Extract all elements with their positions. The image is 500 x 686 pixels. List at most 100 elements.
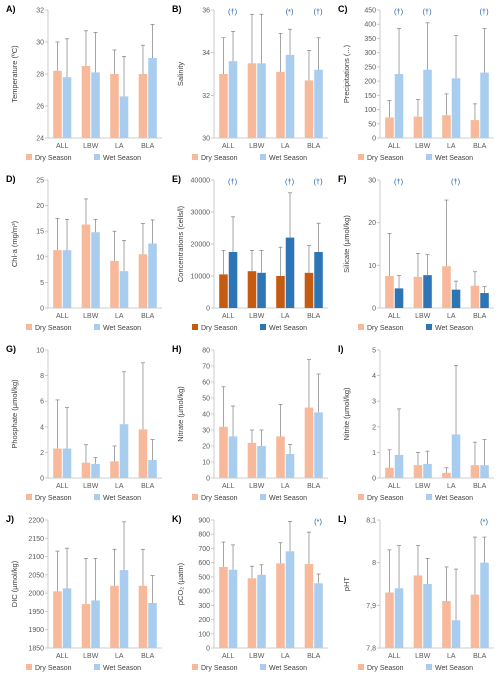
bar-wet-bla [148, 243, 157, 308]
legend-label: Dry Season [35, 325, 72, 332]
legend-label: Dry Season [201, 495, 238, 502]
panel-label: G) [6, 344, 16, 354]
bar-dry-all [219, 426, 228, 478]
x-tick-label: BLA [473, 653, 487, 660]
significance-marker: (†) [422, 7, 432, 16]
y-tick-label: 30 [202, 136, 210, 143]
legend-label: Dry Season [201, 155, 238, 162]
y-tick-label: 900 [198, 518, 210, 525]
y-tick-label: 2200 [28, 518, 44, 525]
bar-wet-lbw [257, 446, 266, 478]
y-tick-label: 28 [36, 72, 44, 79]
bar-wet-lbw [423, 463, 432, 478]
legend-label: Wet Season [269, 495, 307, 502]
x-tick-label: BLA [473, 483, 487, 490]
bar-dry-lbw [81, 66, 91, 138]
y-tick-label: 25 [36, 178, 44, 185]
chart-panel-2: B) Salinity 30 32 34 36 ALL (†) LBW LA (*) BLA (†) Dr… [172, 4, 328, 162]
legend-swatch-dry [26, 664, 32, 670]
bar-dry-all [385, 467, 394, 478]
x-tick-label: LA [281, 143, 290, 150]
y-tick-label: 700 [198, 546, 210, 553]
x-tick-label: BLA [141, 313, 155, 320]
significance-marker: (†) [228, 7, 238, 16]
bar-wet-all [394, 74, 404, 138]
y-tick-label: 2 [372, 424, 376, 431]
legend-label: Wet Season [435, 155, 473, 162]
bar-dry-bla [304, 80, 314, 138]
y-tick-label: 300 [364, 50, 376, 57]
y-tick-label: 300 [198, 603, 210, 610]
chart-panel-4: D) Chl-a (mg/m³) 0 5 10 15 20 25 ALL LBW LA BLA Dry … [6, 174, 162, 332]
bar-dry-la [442, 601, 451, 648]
bar-dry-la [110, 260, 119, 308]
bar-wet-all [394, 454, 404, 478]
x-tick-label: LBW [83, 483, 99, 490]
legend-swatch-dry [192, 154, 198, 160]
bar-dry-la [276, 276, 285, 308]
bar-wet-bla [314, 583, 323, 648]
bar-dry-la [110, 585, 119, 648]
bar-wet-lbw [91, 600, 100, 648]
chart-panel-3: C) Precipitations (...) 0 50 100 150 200 250 300… [338, 4, 494, 162]
bar-dry-lbw [247, 63, 257, 139]
chart-panel-6: F) Silicate (µmol/kg) 0 10 20 30 ALL (†) LBW LA (†… [338, 174, 494, 332]
significance-marker: (†) [313, 177, 323, 186]
x-tick-label: LA [447, 653, 456, 660]
y-tick-label: 2050 [28, 572, 44, 579]
panel-label: H) [172, 344, 182, 354]
legend-swatch-wet [94, 154, 100, 160]
legend-swatch-wet [260, 154, 266, 160]
y-axis-label: pCO₂ (µatm) [176, 562, 185, 605]
bar-wet-bla [480, 562, 489, 648]
bar-dry-la [276, 71, 285, 138]
y-tick-label: 32 [36, 8, 44, 15]
significance-marker: (*) [286, 7, 294, 16]
bar-dry-lbw [413, 465, 423, 478]
significance-marker: (†) [394, 177, 404, 186]
y-axis-label: Concentrations (cells/l) [176, 205, 185, 282]
bar-wet-all [62, 77, 72, 138]
bar-wet-bla [148, 460, 157, 478]
y-tick-label: 34 [202, 50, 210, 57]
y-tick-label: 32 [202, 93, 210, 100]
y-tick-label: 0 [206, 646, 210, 653]
bar-dry-bla [138, 74, 148, 138]
x-tick-label: LA [281, 313, 290, 320]
bar-wet-la [119, 570, 129, 648]
y-tick-label: 100 [364, 107, 376, 114]
y-tick-label: 7,9 [366, 603, 376, 610]
y-tick-label: 5 [372, 348, 376, 355]
x-tick-label: LBW [415, 143, 431, 150]
y-tick-label: 0 [206, 476, 210, 483]
legend-swatch-dry [26, 494, 32, 500]
legend-label: Dry Season [35, 665, 72, 672]
legend-swatch-dry [192, 664, 198, 670]
bar-wet-la [285, 454, 295, 478]
x-tick-label: BLA [473, 143, 487, 150]
legend-label: Wet Season [269, 155, 307, 162]
x-tick-label: ALL [388, 483, 401, 490]
bar-wet-lbw [257, 272, 266, 308]
y-tick-label: 20 [202, 444, 210, 451]
legend-swatch-dry [192, 324, 198, 330]
y-tick-label: 30 [368, 178, 376, 185]
bar-dry-all [53, 70, 62, 138]
bar-dry-la [442, 115, 451, 138]
x-tick-label: ALL [222, 653, 235, 660]
y-tick-label: 1 [372, 450, 376, 457]
bar-wet-all [394, 588, 404, 648]
legend-label: Dry Season [367, 155, 404, 162]
legend-swatch-wet [260, 664, 266, 670]
chart-panel-12: L) pHT 7,8 7,9 8 8,1 ALL LBW LA BLA (*) Dry Season W… [338, 514, 494, 672]
y-tick-label: 10 [202, 460, 210, 467]
x-tick-label: LBW [249, 483, 265, 490]
legend-swatch-dry [192, 494, 198, 500]
panel-label: F) [338, 174, 347, 184]
y-tick-label: 10 [36, 348, 44, 355]
bar-wet-all [62, 448, 72, 478]
legend-swatch-wet [260, 324, 266, 330]
y-tick-label: 24 [36, 136, 44, 143]
y-tick-label: 4 [372, 373, 376, 380]
